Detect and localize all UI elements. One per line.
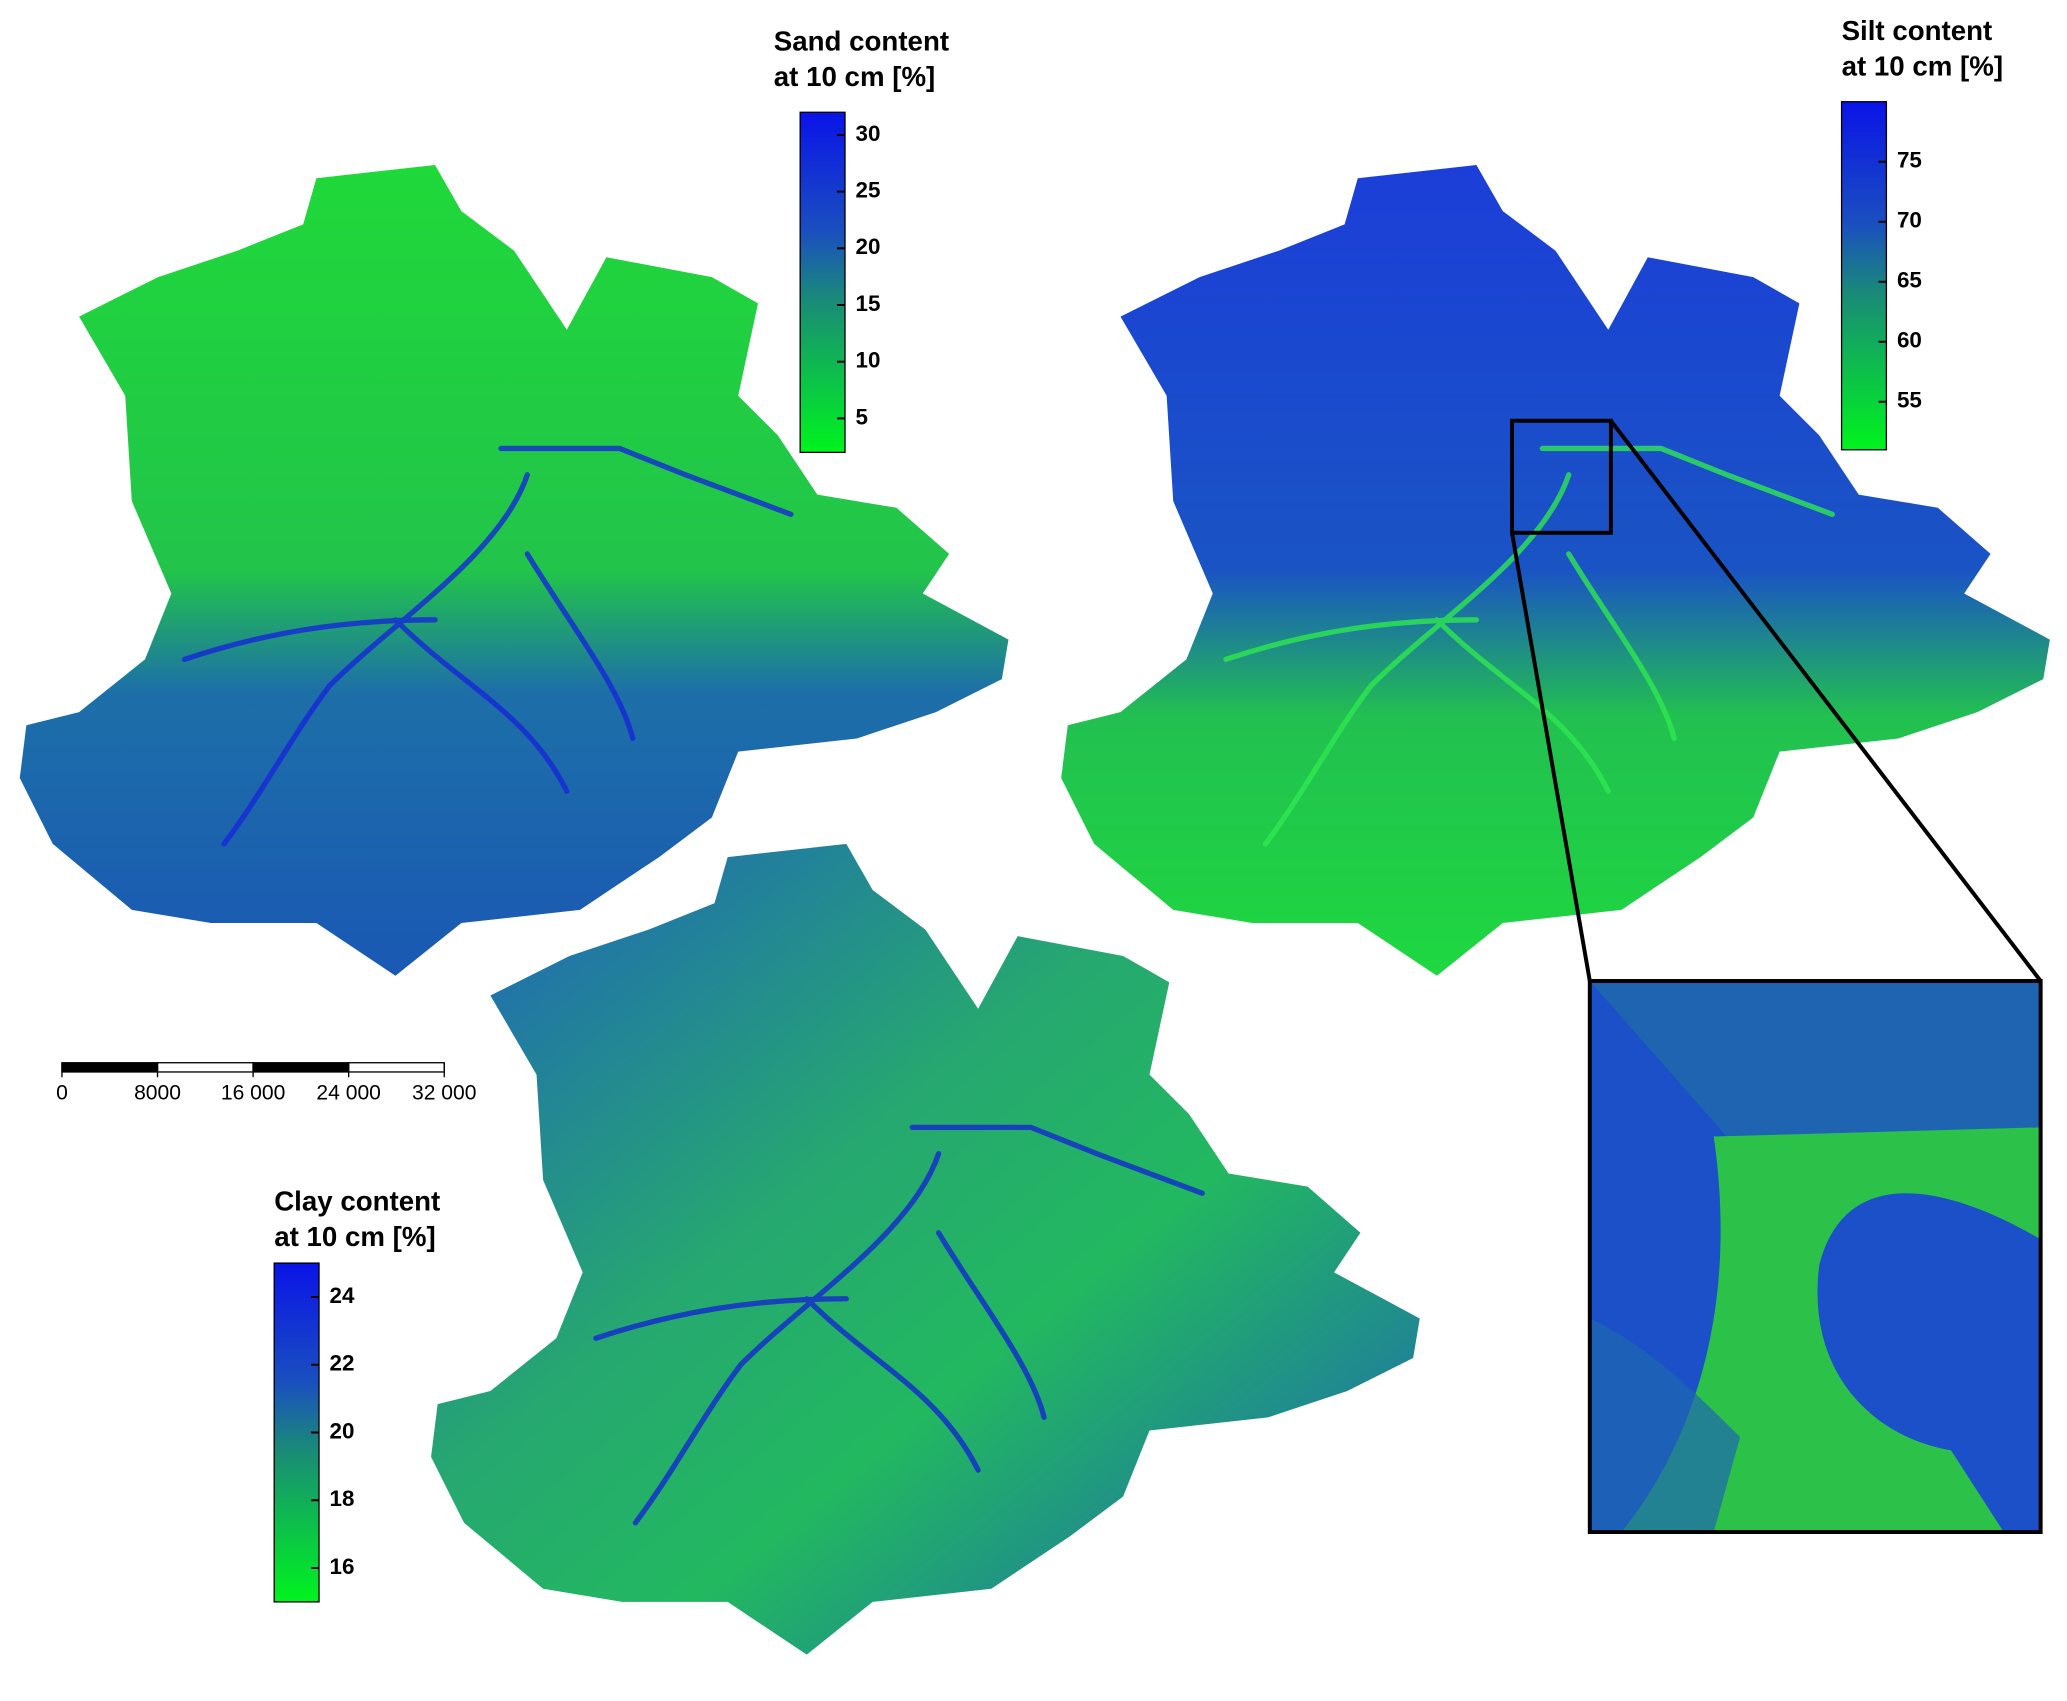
colorbar-title: Silt content [1842,15,1993,46]
scale-tick-label: 24 000 [316,1082,380,1105]
colorbar-tick-label: 5 [856,404,868,429]
colorbar-tick-label: 15 [856,291,881,316]
sand-map [19,165,1009,976]
colorbar-tick-label: 55 [1897,388,1922,413]
colorbar [1840,101,1888,451]
colorbar-title: at 10 cm [%] [274,1221,435,1252]
colorbar-tick-label: 65 [1897,268,1922,293]
colorbar-tick-label: 22 [330,1351,355,1376]
colorbar-title: at 10 cm [%] [1842,50,2003,81]
colorbar-tick-label: 16 [330,1554,355,1579]
scale-segment [156,1062,254,1073]
scale-tick-label: 0 [56,1082,68,1105]
colorbar-tick-label: 70 [1897,208,1922,233]
colorbar-tick-label: 20 [330,1418,355,1443]
scale-segment [348,1062,445,1073]
colorbar-title: Sand content [774,25,949,56]
scale-tick-label: 8000 [134,1082,181,1105]
clay-map [431,843,1420,1655]
colorbar-title: at 10 cm [%] [774,61,935,92]
colorbar-tick-label: 24 [330,1283,355,1308]
scale-tick-label: 16 000 [221,1082,285,1105]
scale-bar: 0 8000 16 000 24 000 32 000 [56,1062,476,1105]
colorbar-tick-label: 18 [330,1486,355,1511]
colorbar-tick-label: 75 [1897,148,1922,173]
scale-segment [252,1062,350,1073]
zoom-inset [1510,418,2043,1535]
scale-tick-label: 32 000 [412,1082,476,1105]
colorbar-tick-label: 30 [856,121,881,146]
colorbars: Sand content at 10 cm [%] 5 10 15 20 25 30 Silt … [273,15,2003,1603]
colorbar [799,111,846,454]
scale-segment [61,1062,159,1073]
colorbar-title: Clay content [274,1185,440,1216]
colorbar-tick-label: 60 [1897,328,1922,353]
colorbar-tick-label: 10 [856,348,881,373]
colorbar-tick-label: 25 [856,178,881,203]
colorbar-tick-label: 20 [856,234,881,259]
